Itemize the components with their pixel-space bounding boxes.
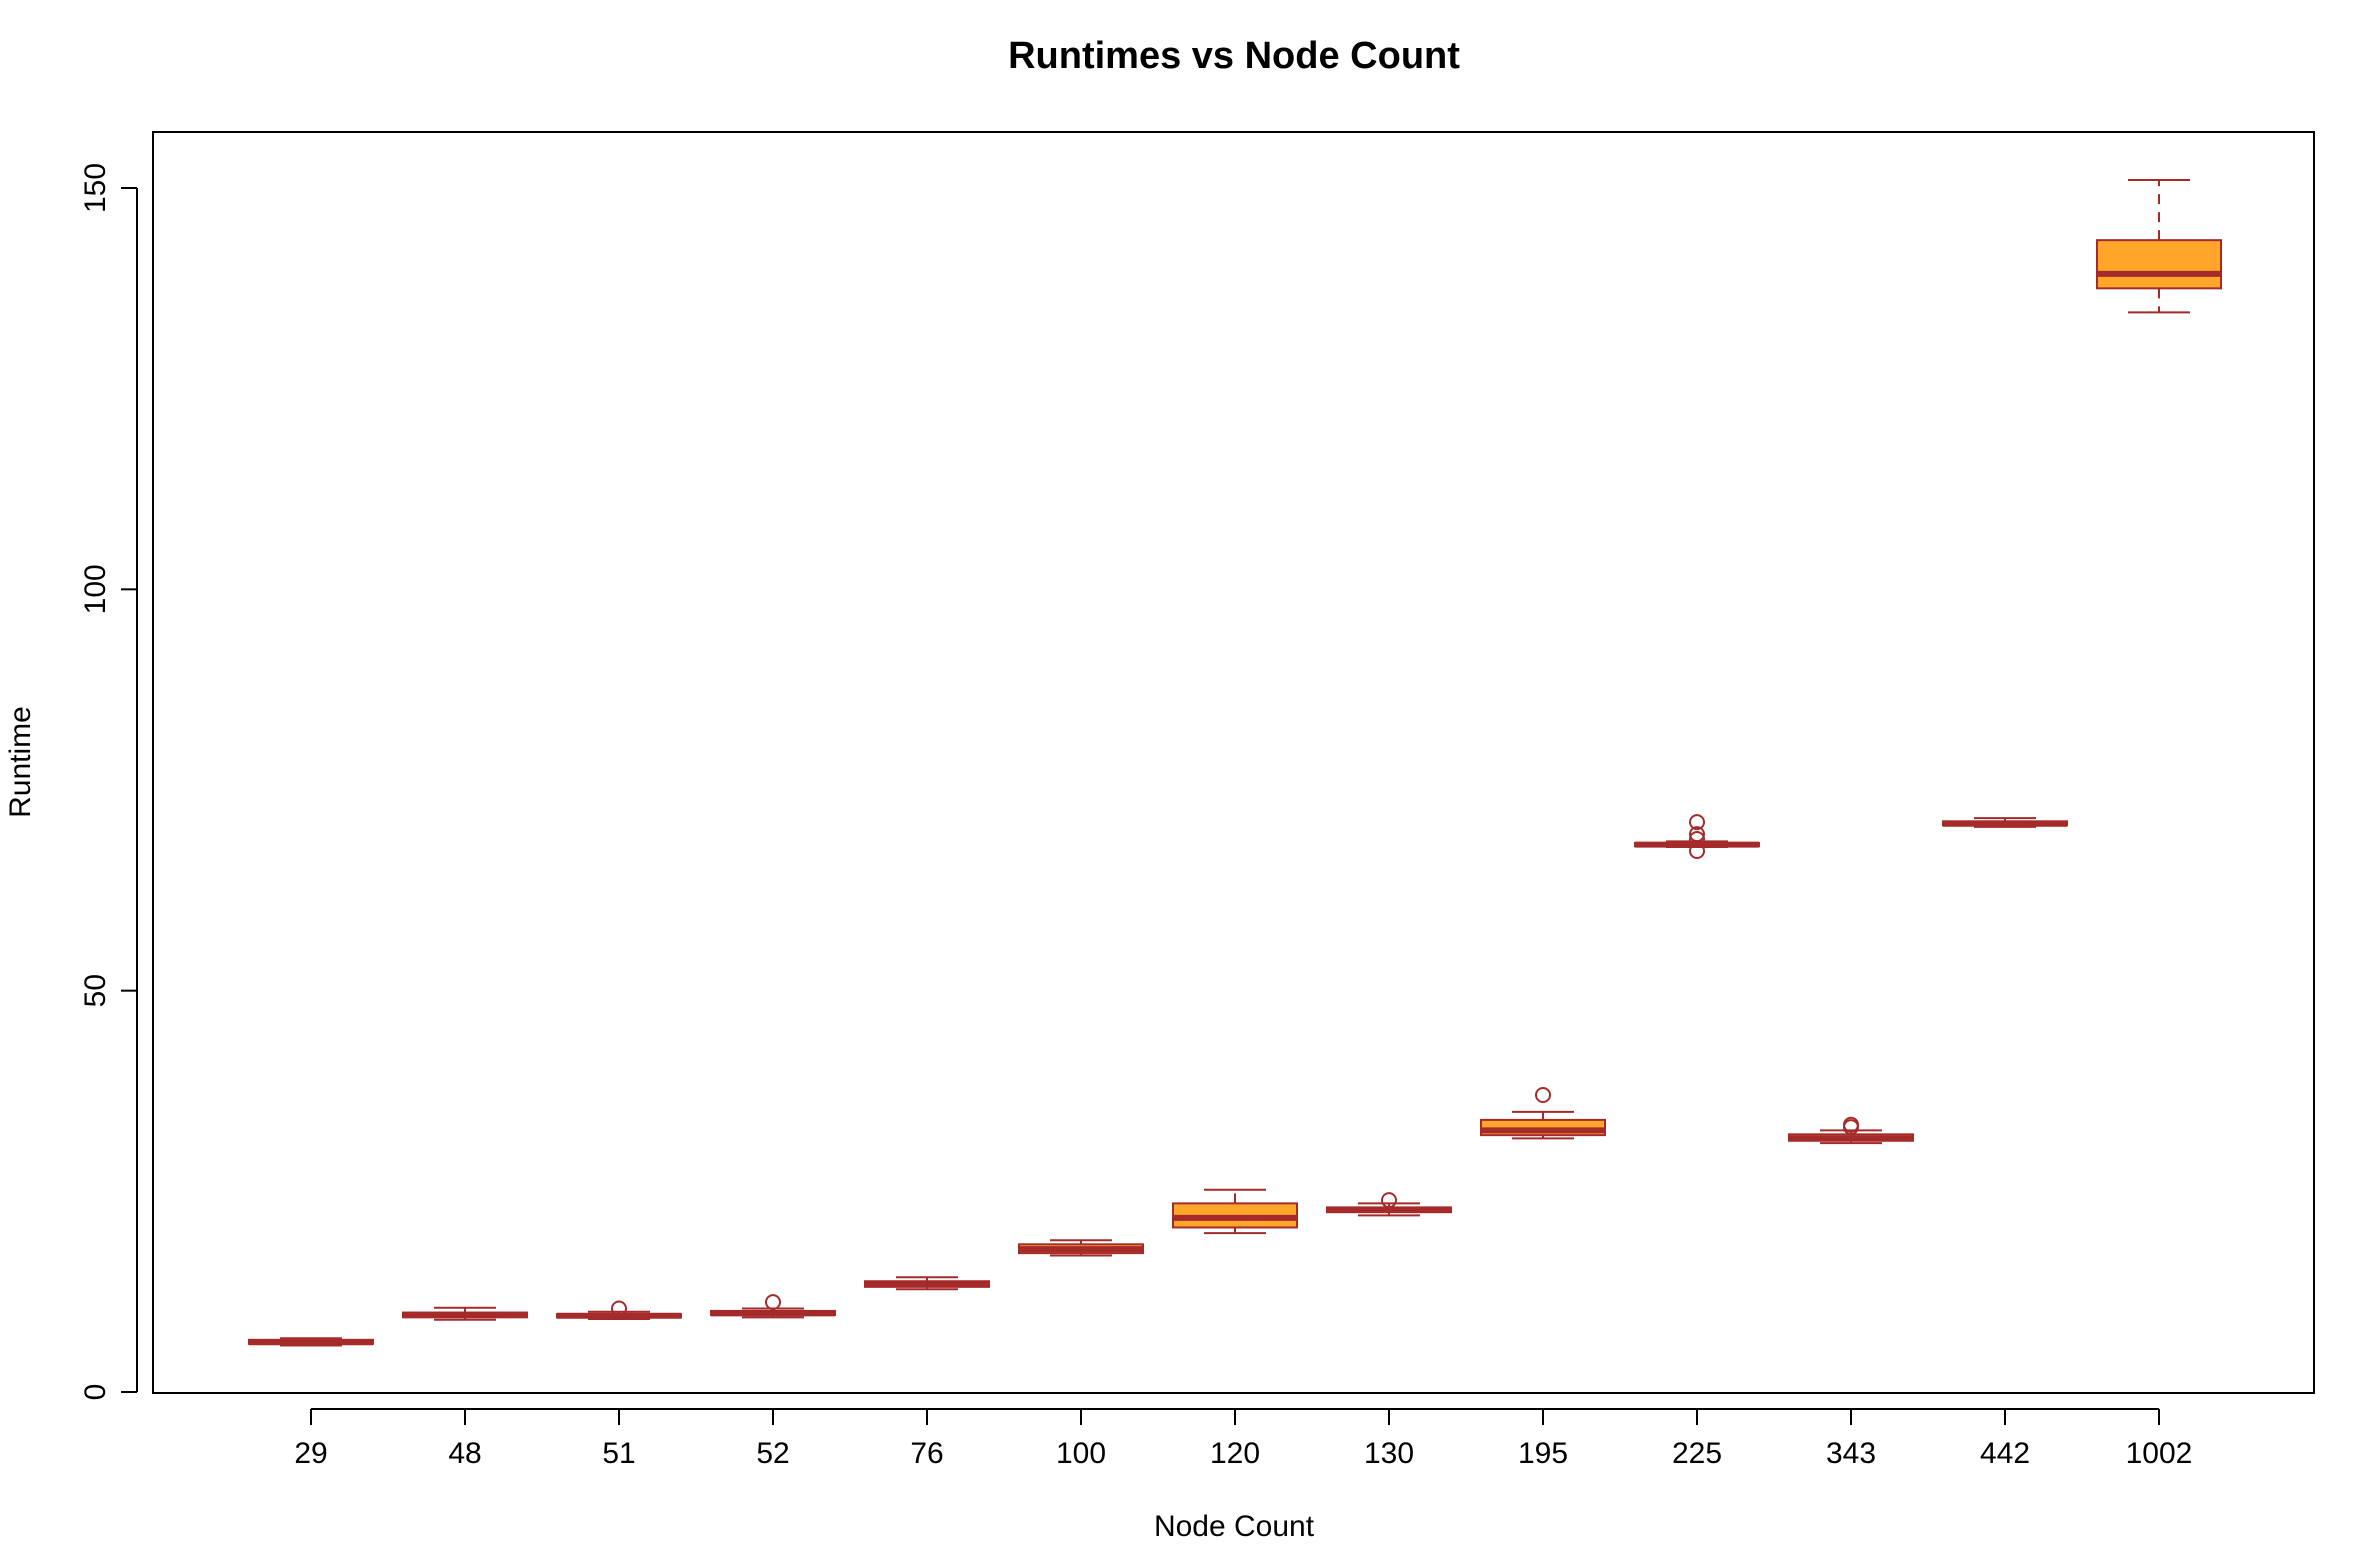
- outlier-point: [611, 1300, 627, 1317]
- outlier-point: [1843, 1116, 1859, 1133]
- y-tick-label: 50: [79, 974, 112, 1007]
- x-tick-label: 343: [1826, 1437, 1876, 1470]
- x-tick-label: 120: [1210, 1437, 1260, 1470]
- x-tick-label: 130: [1364, 1437, 1414, 1470]
- x-tick-label: 51: [602, 1437, 635, 1470]
- x-tick-label: 48: [448, 1437, 481, 1470]
- y-tick-label: 0: [79, 1384, 112, 1401]
- x-tick-label: 100: [1056, 1437, 1106, 1470]
- x-tick-label: 1002: [2126, 1437, 2193, 1470]
- outlier-point: [1381, 1192, 1397, 1209]
- box-body: [2096, 239, 2222, 290]
- box-120: [1172, 1188, 1298, 1235]
- box-343: [1788, 1116, 1914, 1145]
- x-tick-label: 225: [1672, 1437, 1722, 1470]
- x-tick-label: 52: [756, 1437, 789, 1470]
- box-442: [1942, 817, 2068, 828]
- x-tick-label: 29: [294, 1437, 327, 1470]
- plot-frame: [152, 131, 2315, 1394]
- outlier-point: [1689, 843, 1705, 860]
- outlier-point: [1689, 830, 1705, 847]
- x-tick-label: 195: [1518, 1437, 1568, 1470]
- outlier-point: [1689, 814, 1705, 831]
- y-tick-label: 150: [79, 163, 112, 213]
- y-axis-label: Runtime: [4, 706, 37, 818]
- y-axis: 0 50 100 150: [79, 163, 138, 1401]
- box-225: [1634, 814, 1760, 860]
- outlier-point: [765, 1294, 781, 1311]
- box-29: [248, 1337, 374, 1347]
- x-tick-label: 76: [910, 1437, 943, 1470]
- x-axis: 29 48 51 52 76 100 120 130 195 225 343 442 1002: [294, 1408, 2193, 1470]
- chart-title: Runtimes vs Node Count: [1008, 35, 1460, 77]
- box-52: [710, 1294, 836, 1319]
- box-195: [1480, 1087, 1606, 1140]
- x-axis-label: Node Count: [1154, 1510, 1315, 1543]
- box-51: [556, 1300, 682, 1320]
- outlier-point: [1689, 826, 1705, 843]
- x-tick-label: 442: [1980, 1437, 2030, 1470]
- box-130: [1326, 1192, 1452, 1217]
- y-tick-label: 100: [79, 564, 112, 614]
- box-1002: [2096, 178, 2222, 314]
- box-48: [402, 1306, 528, 1321]
- outlier-point: [1535, 1087, 1551, 1104]
- boxes-layer: [248, 178, 2222, 1347]
- box-76: [864, 1276, 990, 1291]
- box-100: [1018, 1239, 1144, 1257]
